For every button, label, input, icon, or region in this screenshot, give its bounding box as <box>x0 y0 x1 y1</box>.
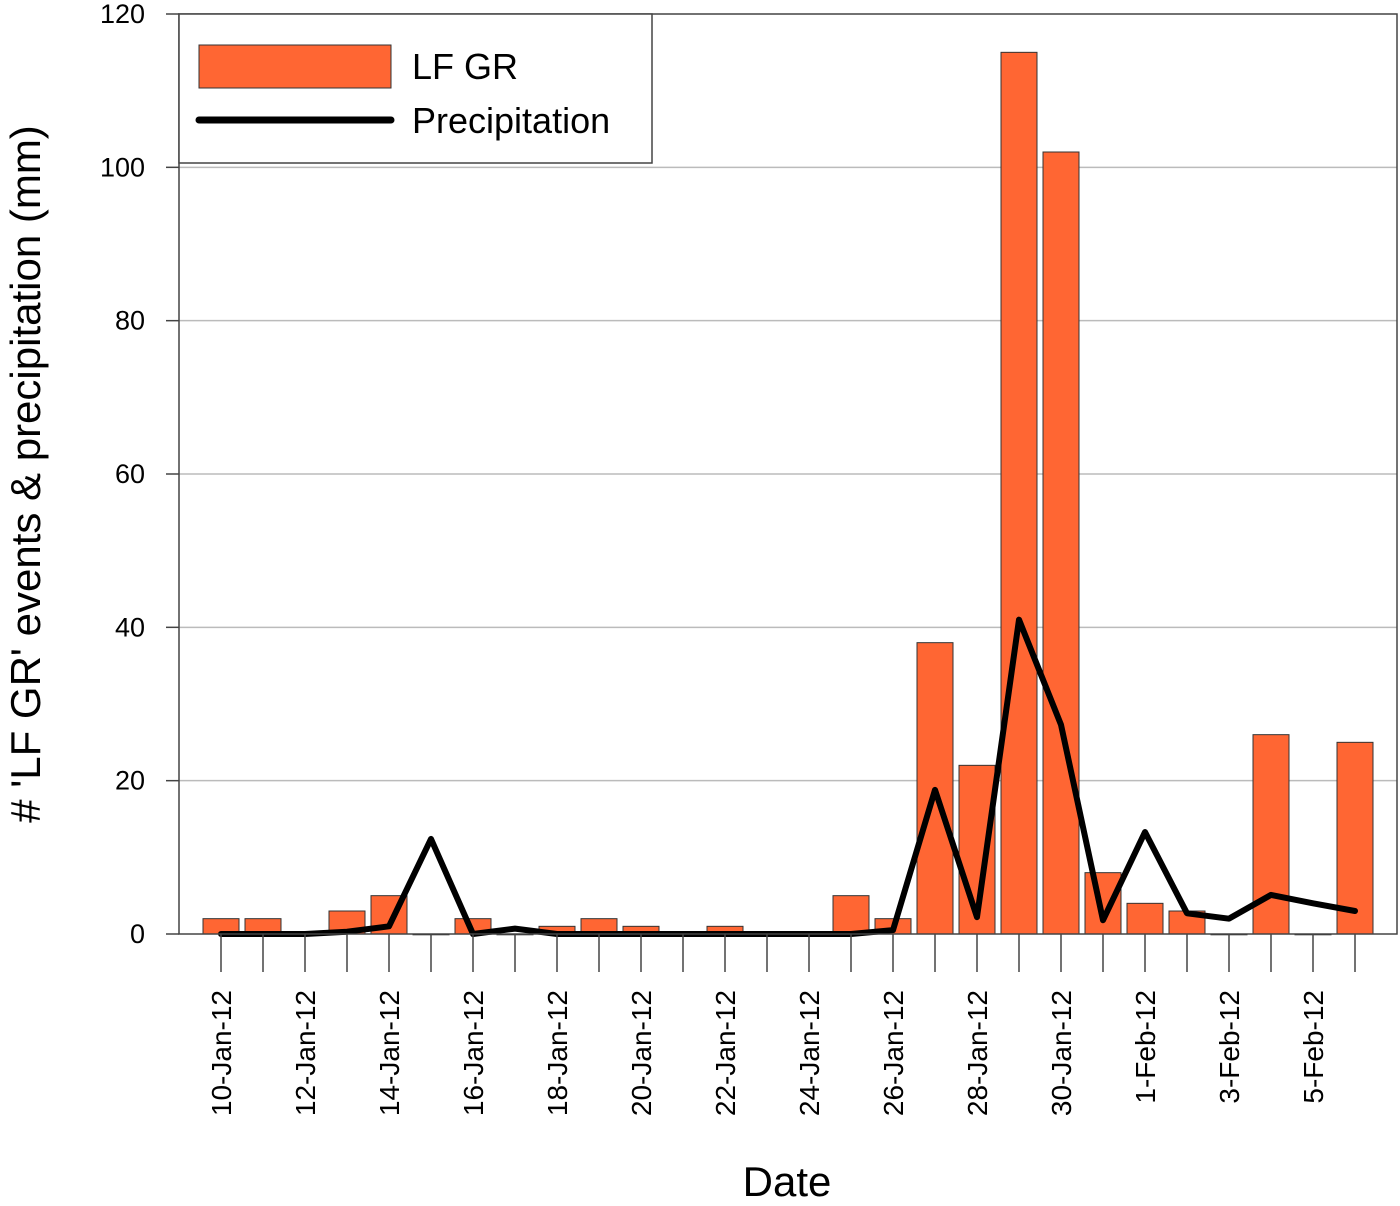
gridlines <box>179 166 1397 782</box>
legend-swatch-lf-gr <box>198 44 392 89</box>
bar-6-Feb-12 <box>1336 741 1374 935</box>
legend-label-precipitation: Precipitation <box>412 100 610 141</box>
bar-25-Jan-12 <box>832 895 870 935</box>
x-tick-label: 10-Jan-12 <box>206 990 237 1116</box>
y-tick-label: 120 <box>100 0 145 29</box>
precipitation-line <box>218 616 1358 937</box>
bar-31-Jan-12 <box>1084 872 1122 935</box>
x-axis-title: Date <box>743 1158 832 1201</box>
x-tick-label: 20-Jan-12 <box>626 990 657 1116</box>
legend: LF GR Precipitation <box>178 13 653 164</box>
y-ticks: 0 20 40 60 80 100 120 <box>100 0 179 949</box>
bar-series <box>202 51 1374 936</box>
x-tick-label: 16-Jan-12 <box>458 990 489 1116</box>
y-tick-label: 40 <box>115 612 145 642</box>
x-tick-label: 26-Jan-12 <box>878 990 909 1116</box>
y-tick-label: 60 <box>115 459 145 489</box>
bar-30-Jan-12 <box>1042 151 1080 935</box>
x-tick-label: 14-Jan-12 <box>374 990 405 1116</box>
legend-label-lf-gr: LF GR <box>412 46 518 87</box>
x-tick-label: 30-Jan-12 <box>1046 990 1077 1116</box>
y-tick-label: 20 <box>115 766 145 796</box>
x-tick-label: 1-Feb-12 <box>1130 990 1161 1104</box>
y-axis-title: # 'LF GR' events & precipitation (mm) <box>2 125 49 823</box>
x-tick-label: 24-Jan-12 <box>794 990 825 1116</box>
y-tick-label: 0 <box>130 919 145 949</box>
x-tick-label: 3-Feb-12 <box>1214 990 1245 1104</box>
bar-29-Jan-12 <box>1000 51 1038 935</box>
x-tick-label: 28-Jan-12 <box>962 990 993 1116</box>
x-ticks: 10-Jan-12 12-Jan-12 14-Jan-12 16-Jan-12 18-J… <box>206 934 1356 1116</box>
bar-1-Feb-12 <box>1126 902 1164 935</box>
y-tick-label: 100 <box>100 152 145 182</box>
x-tick-label: 5-Feb-12 <box>1298 990 1329 1104</box>
line-series <box>218 616 1358 937</box>
x-tick-label: 22-Jan-12 <box>710 990 741 1116</box>
x-tick-label: 18-Jan-12 <box>542 990 573 1116</box>
y-tick-label: 80 <box>115 306 145 336</box>
x-tick-label: 12-Jan-12 <box>290 990 321 1116</box>
